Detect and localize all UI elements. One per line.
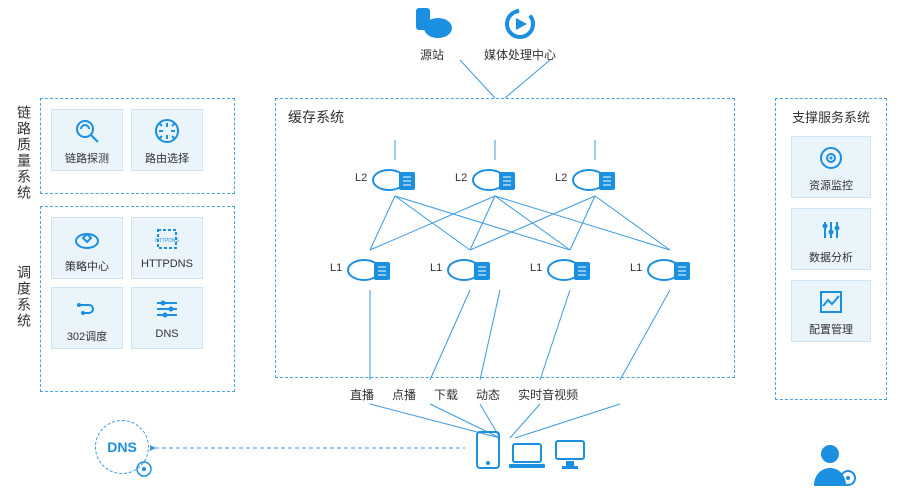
card-httpdns: HTTPDNS HTTPDNS (131, 217, 203, 279)
service-live: 直播 (350, 386, 374, 403)
card-302: 302调度 (51, 287, 123, 349)
httpdns-icon: HTTPDNS (152, 224, 182, 254)
link-quality-panel: 链路探测 路由选择 (40, 98, 235, 194)
support-title: 支撑服务系统 (776, 99, 886, 130)
card-resource-monitor: 资源监控 (791, 136, 871, 198)
dns-icon (152, 294, 182, 324)
support-panel: 支撑服务系统 资源监控 数据分析 配置管理 (775, 98, 887, 400)
card-label: DNS (155, 328, 178, 340)
link-quality-vlabel: 链路质量系统 (14, 105, 34, 201)
media-label: 媒体处理中心 (484, 46, 556, 63)
l2-node-1: L2 (455, 160, 519, 196)
l2-label: L2 (355, 172, 367, 184)
origin-server: 源站 (410, 6, 454, 63)
service-download: 下载 (434, 386, 458, 403)
l1-node-3: L1 (630, 250, 694, 286)
schedule-vlabel: 调度系统 (14, 265, 34, 329)
service-rtc: 实时音视频 (518, 386, 578, 403)
data-analysis-icon (816, 215, 846, 245)
card-link-probe: 链路探测 (51, 109, 123, 171)
l1-label: L1 (330, 262, 342, 274)
l2-node-2: L2 (555, 160, 619, 196)
card-label: 链路探测 (65, 150, 109, 166)
link-probe-icon (72, 116, 102, 146)
card-policy-center: 策略中心 (51, 217, 123, 279)
l1-node-0: L1 (330, 250, 394, 286)
card-label: 数据分析 (809, 249, 853, 265)
l1-node-1: L1 (430, 250, 494, 286)
redirect-302-icon (72, 294, 102, 324)
l1-label: L1 (530, 262, 542, 274)
card-label: 资源监控 (809, 177, 853, 193)
link-quality-grid: 链路探测 路由选择 (41, 99, 234, 181)
card-label: HTTPDNS (141, 258, 193, 270)
card-config-mgmt: 配置管理 (791, 280, 871, 342)
schedule-grid: 策略中心 HTTPDNS HTTPDNS 302调度 DNS (41, 207, 234, 359)
route-select-icon (152, 116, 182, 146)
l1-label: L1 (630, 262, 642, 274)
policy-center-icon (72, 224, 102, 254)
service-labels: 直播 点播 下载 动态 实时音视频 (350, 386, 578, 403)
schedule-panel: 策略中心 HTTPDNS HTTPDNS 302调度 DNS (40, 206, 235, 392)
svg-text:HTTPDNS: HTTPDNS (155, 238, 179, 244)
card-route-select: 路由选择 (131, 109, 203, 171)
phone-icon (475, 430, 501, 470)
l2-label: L2 (455, 172, 467, 184)
config-mgmt-icon (816, 287, 846, 317)
top-origin-media: 源站 媒体处理中心 (410, 6, 556, 63)
cache-system-panel: 缓存系统 (275, 98, 735, 378)
service-dynamic: 动态 (476, 386, 500, 403)
media-play-icon (500, 6, 540, 42)
laptop-icon (507, 440, 547, 470)
l1-node-2: L1 (530, 250, 594, 286)
dns-badge: DNS (95, 420, 149, 474)
dns-badge-label: DNS (107, 439, 137, 455)
l1-label: L1 (430, 262, 442, 274)
card-dns: DNS (131, 287, 203, 349)
origin-cloud-icon (410, 6, 454, 42)
origin-label: 源站 (420, 46, 444, 63)
desktop-icon (553, 438, 587, 470)
client-devices (475, 430, 587, 470)
support-items: 资源监控 数据分析 配置管理 (776, 130, 886, 352)
card-label: 路由选择 (145, 150, 189, 166)
card-label: 策略中心 (65, 258, 109, 274)
admin-person-icon (810, 440, 858, 488)
card-label: 配置管理 (809, 321, 853, 337)
resource-monitor-icon (816, 143, 846, 173)
card-label: 302调度 (67, 328, 107, 344)
l2-node-0: L2 (355, 160, 419, 196)
media-center: 媒体处理中心 (484, 6, 556, 63)
service-vod: 点播 (392, 386, 416, 403)
cache-title: 缓存系统 (276, 99, 734, 131)
l2-label: L2 (555, 172, 567, 184)
card-data-analysis: 数据分析 (791, 208, 871, 270)
